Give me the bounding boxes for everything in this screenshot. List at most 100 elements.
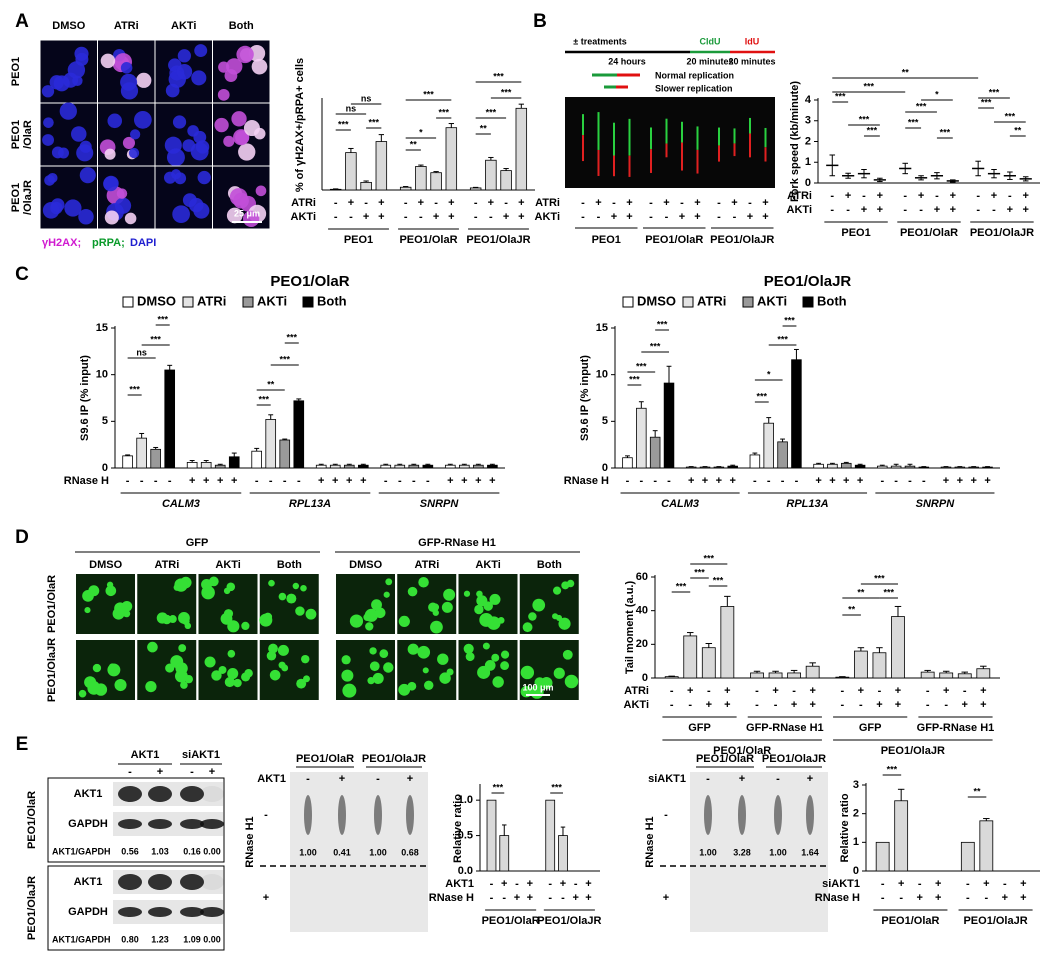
- bar: [500, 170, 512, 191]
- bar: [558, 835, 568, 872]
- legend-swatch: [182, 296, 194, 308]
- sign: -: [581, 211, 585, 223]
- y-axis-label: Fork speed (kb/minute): [789, 81, 801, 202]
- group-label: CALM3: [162, 498, 200, 510]
- comet: [383, 662, 394, 673]
- bar: [265, 419, 277, 469]
- comet: [223, 587, 231, 595]
- column-label: DMSO: [349, 559, 382, 571]
- group-label: PEO1/OlaJR: [466, 234, 530, 246]
- comet-image: [336, 574, 395, 634]
- nucleus: [120, 62, 133, 74]
- comet: [281, 664, 289, 672]
- blot-frame: [47, 865, 225, 951]
- panel-letter: C: [15, 264, 29, 285]
- chart-title: PEO1/OlaR: [270, 273, 349, 290]
- sign: -: [154, 475, 158, 487]
- sign: +: [503, 211, 509, 223]
- comet: [263, 612, 273, 622]
- ratio-value: 0.56: [121, 846, 139, 856]
- nucleus: [74, 46, 89, 61]
- bar: [251, 450, 263, 469]
- comet: [422, 667, 429, 674]
- nucleus: [194, 44, 208, 58]
- comet: [371, 599, 382, 611]
- header-label: PEO1/OlaR: [296, 753, 354, 765]
- dot: [738, 795, 746, 835]
- y-tick-label: 1: [805, 156, 811, 168]
- significance-label: ***: [258, 394, 269, 404]
- sign: -: [919, 204, 923, 216]
- nucleus: [236, 45, 254, 64]
- significance-label: ***: [867, 125, 878, 135]
- band: [118, 786, 142, 802]
- bar: [469, 187, 482, 191]
- comet: [528, 612, 537, 621]
- comet: [383, 591, 390, 598]
- bar: [315, 464, 327, 469]
- sign: -: [283, 475, 287, 487]
- nucleus: [104, 210, 119, 225]
- bar: [841, 462, 852, 469]
- sign: -: [862, 190, 866, 202]
- row-label: PEO1: [10, 120, 22, 149]
- group-label: GFP-RNase H1: [917, 722, 995, 734]
- comet: [491, 653, 500, 662]
- sign: -: [404, 211, 408, 223]
- comet: [479, 613, 494, 627]
- sign: +: [488, 197, 494, 209]
- sign: +: [809, 685, 815, 697]
- sign: +: [447, 475, 453, 487]
- band: [200, 874, 224, 890]
- sign: -: [126, 475, 130, 487]
- nucleus: [79, 140, 92, 153]
- comet: [145, 680, 157, 693]
- sign: +: [489, 475, 495, 487]
- bar: [444, 464, 456, 469]
- significance-label: **: [902, 67, 910, 77]
- significance-label: ***: [636, 361, 647, 371]
- band: [180, 907, 204, 917]
- sign: +: [943, 475, 949, 487]
- significance-label: ***: [493, 782, 504, 792]
- sign: +: [950, 190, 956, 202]
- significance-label: ***: [704, 553, 715, 563]
- comet: [87, 681, 101, 695]
- significance-label: ***: [989, 87, 1000, 97]
- bar: [982, 466, 993, 469]
- bar: [399, 186, 412, 191]
- sign: +: [861, 204, 867, 216]
- y-axis-label: Relative ratio: [452, 794, 464, 863]
- bar: [473, 464, 484, 469]
- band-label: AKT1: [74, 876, 103, 888]
- nucleus: [187, 125, 199, 137]
- sign: +: [694, 197, 700, 209]
- bar: [940, 466, 952, 469]
- y-tick-label: 10: [596, 369, 608, 381]
- schema-label: IdU: [745, 36, 760, 46]
- comet: [180, 681, 188, 689]
- bar: [683, 635, 698, 679]
- bar: [164, 369, 176, 469]
- ratio-label: AKT1/GAPDH: [52, 846, 111, 856]
- legend-label: AKTi: [257, 293, 287, 308]
- bar: [150, 448, 161, 469]
- sign: +: [829, 475, 835, 487]
- comet: [218, 666, 227, 674]
- header-label: siAKT1: [182, 749, 220, 761]
- nucleus: [67, 61, 86, 79]
- comet: [369, 661, 380, 672]
- schema-label: Normal replication: [655, 70, 734, 80]
- bar: [853, 650, 868, 679]
- sign: -: [963, 685, 967, 697]
- sign: -: [755, 685, 759, 697]
- legend-label: Both: [817, 293, 847, 308]
- comet: [430, 620, 443, 634]
- column-label: AKTi: [171, 20, 196, 32]
- bar: [545, 799, 556, 872]
- nucleus: [255, 185, 267, 197]
- panel-letter: E: [16, 734, 29, 755]
- legend-label: AKTi: [757, 293, 787, 308]
- legend-label: pRPA;: [92, 237, 125, 249]
- nucleus: [174, 172, 187, 185]
